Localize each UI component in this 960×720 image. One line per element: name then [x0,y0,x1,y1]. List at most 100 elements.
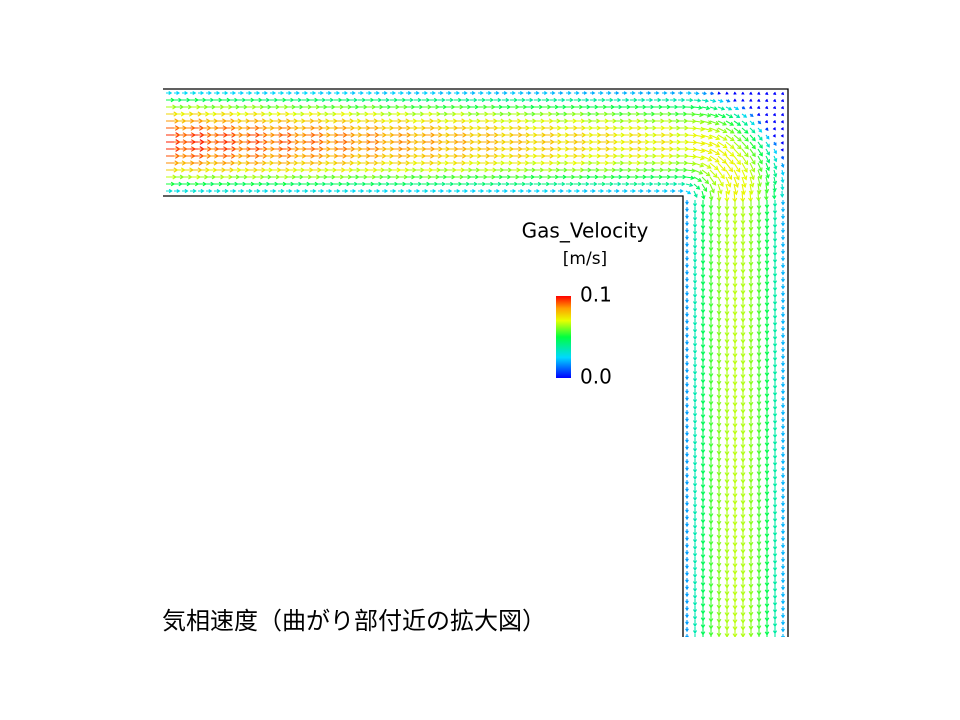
vector-arrow [764,375,770,384]
vector-arrow [781,235,785,241]
vector-arrow [326,97,335,103]
vector-arrow [700,417,706,426]
vector-arrow [734,634,736,637]
vector-arrow [764,550,770,559]
vector-arrow [772,228,778,236]
vector-arrow [726,634,728,637]
vector-arrow [765,127,769,132]
vector-arrow [590,189,596,193]
vector-arrow [486,91,492,95]
vector-arrow [764,564,770,573]
vector-arrow [781,305,785,311]
vector-arrow [494,97,502,103]
vector-arrow [678,167,688,173]
vector-arrow [350,104,360,110]
vector-arrow [781,459,785,465]
vector-arrow [262,181,271,187]
vector-arrow [781,501,785,507]
vector-arrow [286,181,295,187]
vector-arrow [764,529,770,538]
vector-arrow [462,181,471,187]
vector-arrow [700,347,706,356]
vector-arrow [700,592,706,601]
vector-arrow [692,494,698,502]
vector-arrow [772,127,776,131]
vector-arrow [582,167,593,173]
vector-arrow [701,120,713,125]
vector-arrow [646,167,656,173]
vector-arrow [772,466,778,474]
vector-arrow [692,466,698,474]
vector-arrow [270,97,279,103]
vector-arrow [334,91,341,95]
vector-arrow [772,284,778,292]
vector-arrow [700,207,706,216]
vector-arrow [764,228,770,237]
vector-arrow [582,97,590,103]
vector-arrow [700,578,706,587]
vector-arrow [638,97,646,103]
vector-arrow [278,181,288,187]
vector-arrow [206,91,212,95]
vector-arrow [502,167,513,173]
vector-arrow [700,522,706,531]
vector-arrow [358,91,364,95]
vector-arrow [638,111,648,117]
vector-arrow [772,319,778,327]
vector-arrow [701,190,706,200]
vector-arrow [700,214,706,223]
vector-arrow [764,606,770,615]
vector-arrow [764,312,770,321]
vector-arrow [692,319,698,327]
vector-arrow [772,333,778,341]
vector-arrow [198,181,207,187]
vector-arrow [772,183,777,193]
vector-arrow [757,141,763,149]
vector-arrow [685,207,689,213]
vector-arrow [334,97,343,103]
vector-arrow [772,120,776,124]
vector-arrow [764,277,770,286]
vector-arrow [406,189,413,193]
vector-arrow [678,174,687,180]
vector-arrow [700,221,706,230]
vector-arrow [534,91,540,95]
vector-arrow [382,104,392,110]
vector-arrow [692,270,698,278]
vector-arrow [764,354,770,363]
vector-arrow [685,221,689,227]
vector-arrow [622,104,631,110]
vector-arrow [606,104,616,110]
vector-arrow [654,174,664,180]
vector-arrow [781,445,785,451]
vector-arrow [692,627,698,635]
vector-arrow [772,536,778,544]
vector-arrow [470,181,478,187]
vector-arrow [318,91,324,95]
vector-arrow [206,189,213,193]
vector-arrow [646,111,656,117]
vector-arrow [502,181,510,187]
vector-arrow [646,160,657,166]
vector-arrow [614,91,620,95]
vector-arrow [606,181,614,187]
vector-arrow [781,284,785,290]
vector-arrow [764,361,770,370]
vector-arrow [438,104,448,110]
vector-arrow [318,104,328,110]
vector-arrow [270,91,277,95]
vector-arrow [772,410,778,418]
vector-arrow [692,228,698,236]
vector-arrow [772,550,778,558]
vector-arrow [764,396,770,405]
vector-arrow [780,99,785,103]
vector-arrow [685,508,689,514]
vector-arrow [270,174,281,180]
vector-arrow [685,333,689,339]
vector-arrow [692,410,698,418]
vector-arrow [772,242,778,250]
vector-arrow [692,592,698,600]
vector-arrow [590,97,598,103]
vector-arrow [700,627,706,636]
